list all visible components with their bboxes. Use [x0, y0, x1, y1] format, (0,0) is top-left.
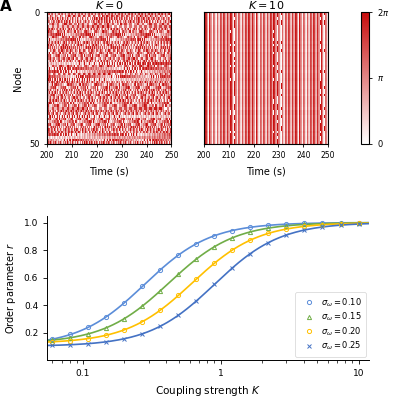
$\sigma_\omega = 0.15$ [68, 335, 73, 340]
$\sigma_\omega = 0.15$ [140, 304, 145, 308]
Title: $K = 0$: $K = 0$ [95, 0, 124, 11]
Line: $\sigma_\omega = 0.15$: $\sigma_\omega = 0.15$ [50, 221, 361, 342]
$\sigma_\omega = 0.20$ [230, 248, 235, 252]
$\sigma_\omega = 0.15$ [320, 221, 325, 226]
$\sigma_\omega = 0.20$ [284, 227, 289, 232]
$\sigma_\omega = 0.15$ [302, 222, 307, 227]
$\sigma_\omega = 0.10$ [230, 228, 235, 233]
$\sigma_\omega = 0.25$ [140, 331, 145, 336]
$\sigma_\omega = 0.25$ [284, 232, 289, 237]
$\sigma_\omega = 0.15$ [194, 257, 199, 262]
$\sigma_\omega = 0.25$ [176, 313, 181, 318]
$\sigma_\omega = 0.15$ [158, 288, 163, 293]
$\sigma_\omega = 0.20$ [302, 224, 307, 229]
$\sigma_\omega = 0.10$ [104, 314, 109, 319]
$\sigma_\omega = 0.20$ [140, 319, 145, 324]
$\sigma_\omega = 0.20$ [266, 231, 271, 236]
$\sigma_\omega = 0.10$ [158, 267, 163, 272]
X-axis label: Coupling strength $K$: Coupling strength $K$ [156, 384, 261, 398]
Line: $\sigma_\omega = 0.20$: $\sigma_\omega = 0.20$ [50, 221, 361, 344]
$\sigma_\omega = 0.25$ [302, 228, 307, 232]
$\sigma_\omega = 0.10$ [176, 253, 181, 258]
$\sigma_\omega = 0.15$ [338, 221, 343, 226]
Text: A: A [0, 0, 12, 14]
$\sigma_\omega = 0.25$ [266, 240, 271, 245]
$\sigma_\omega = 0.10$ [266, 223, 271, 228]
$\sigma_\omega = 0.15$ [266, 226, 271, 230]
$\sigma_\omega = 0.10$ [140, 284, 145, 289]
$\sigma_\omega = 0.20$ [104, 333, 109, 338]
$\sigma_\omega = 0.25$ [212, 282, 217, 287]
Y-axis label: Order parameter $r$: Order parameter $r$ [4, 242, 18, 334]
Y-axis label: Node: Node [13, 65, 24, 90]
$\sigma_\omega = 0.15$ [356, 220, 361, 225]
$\sigma_\omega = 0.20$ [176, 293, 181, 298]
$\sigma_\omega = 0.25$ [248, 251, 253, 256]
$\sigma_\omega = 0.15$ [50, 338, 55, 342]
$\sigma_\omega = 0.20$ [248, 238, 253, 242]
Legend: $\sigma_\omega = 0.10$, $\sigma_\omega = 0.15$, $\sigma_\omega = 0.20$, $\sigma_: $\sigma_\omega = 0.10$, $\sigma_\omega =… [296, 292, 366, 357]
$\sigma_\omega = 0.20$ [212, 261, 217, 266]
$\sigma_\omega = 0.10$ [212, 233, 217, 238]
$\sigma_\omega = 0.20$ [68, 338, 73, 343]
$\sigma_\omega = 0.25$ [68, 342, 73, 347]
$\sigma_\omega = 0.25$ [86, 341, 91, 346]
$\sigma_\omega = 0.25$ [104, 339, 109, 344]
$\sigma_\omega = 0.25$ [194, 298, 199, 303]
$\sigma_\omega = 0.20$ [320, 222, 325, 227]
$\sigma_\omega = 0.10$ [302, 221, 307, 226]
$\sigma_\omega = 0.10$ [86, 325, 91, 330]
$\sigma_\omega = 0.25$ [158, 324, 163, 328]
$\sigma_\omega = 0.15$ [86, 332, 91, 336]
$\sigma_\omega = 0.15$ [104, 325, 109, 330]
$\sigma_\omega = 0.20$ [50, 339, 55, 344]
$\sigma_\omega = 0.25$ [338, 223, 343, 228]
$\sigma_\omega = 0.15$ [248, 230, 253, 234]
$\sigma_\omega = 0.15$ [230, 235, 235, 240]
$\sigma_\omega = 0.10$ [284, 222, 289, 226]
Title: $K = 10$: $K = 10$ [248, 0, 284, 11]
$\sigma_\omega = 0.25$ [50, 343, 55, 348]
X-axis label: Time (s): Time (s) [89, 166, 129, 176]
Line: $\sigma_\omega = 0.10$: $\sigma_\omega = 0.10$ [50, 221, 361, 341]
$\sigma_\omega = 0.25$ [320, 224, 325, 229]
$\sigma_\omega = 0.10$ [248, 225, 253, 230]
$\sigma_\omega = 0.15$ [176, 272, 181, 277]
$\sigma_\omega = 0.10$ [68, 332, 73, 337]
$\sigma_\omega = 0.10$ [338, 220, 343, 225]
$\sigma_\omega = 0.10$ [320, 221, 325, 226]
$\sigma_\omega = 0.10$ [356, 220, 361, 225]
Line: $\sigma_\omega = 0.25$: $\sigma_\omega = 0.25$ [50, 222, 361, 348]
$\sigma_\omega = 0.10$ [122, 300, 127, 305]
$\sigma_\omega = 0.20$ [194, 277, 199, 282]
$\sigma_\omega = 0.20$ [356, 221, 361, 226]
$\sigma_\omega = 0.25$ [356, 222, 361, 226]
$\sigma_\omega = 0.20$ [122, 327, 127, 332]
$\sigma_\omega = 0.20$ [338, 222, 343, 226]
$\sigma_\omega = 0.25$ [230, 266, 235, 270]
$\sigma_\omega = 0.15$ [122, 316, 127, 321]
$\sigma_\omega = 0.15$ [284, 223, 289, 228]
X-axis label: Time (s): Time (s) [246, 166, 286, 176]
$\sigma_\omega = 0.25$ [122, 336, 127, 341]
$\sigma_\omega = 0.10$ [194, 241, 199, 246]
$\sigma_\omega = 0.20$ [86, 336, 91, 341]
$\sigma_\omega = 0.20$ [158, 308, 163, 312]
$\sigma_\omega = 0.10$ [50, 337, 55, 342]
$\sigma_\omega = 0.15$ [212, 244, 217, 249]
